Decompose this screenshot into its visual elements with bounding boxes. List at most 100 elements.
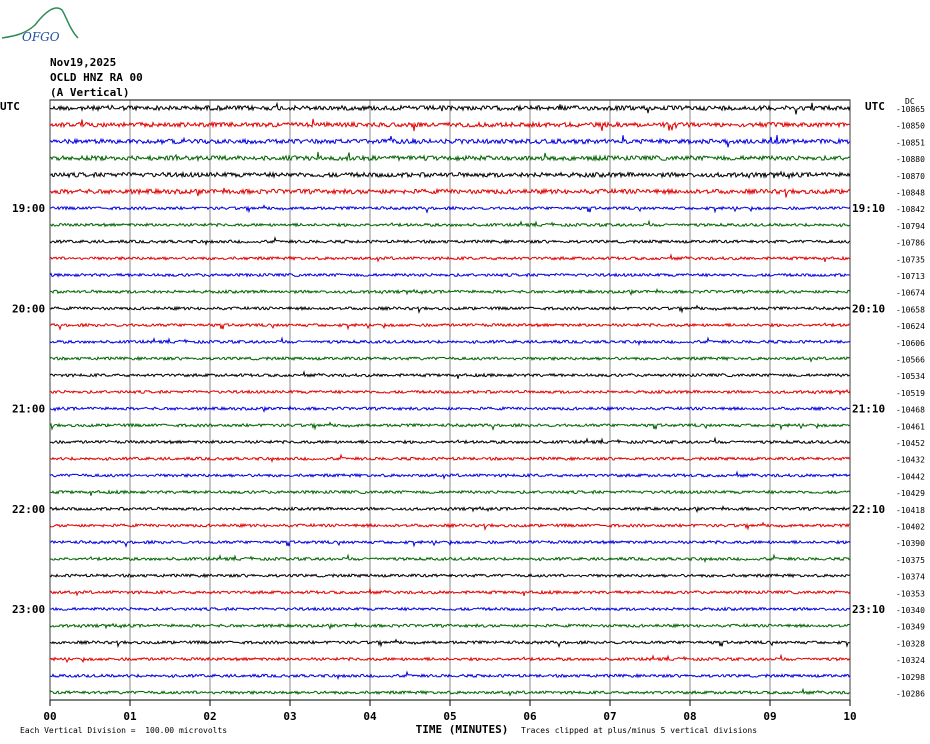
dc-offset-label: -10842 [896, 205, 925, 214]
dc-offset-label: -10850 [896, 122, 925, 131]
dc-offset-label: -10375 [896, 556, 925, 565]
dc-offset-label: -10349 [896, 623, 925, 632]
x-tick-label: 02 [203, 710, 216, 723]
trace-line [49, 539, 851, 548]
trace-line [49, 521, 850, 532]
dc-header-label: DC [905, 97, 915, 106]
seismic-traces [49, 101, 851, 697]
logo-text: OFGO [22, 30, 60, 44]
dc-offset-label: -10713 [896, 272, 925, 281]
dc-offset-label: -10432 [896, 456, 925, 465]
axis-labels: 00 01 02 03 04 05 06 07 08 09 10 TIME (MINUTES) -108… [0, 97, 925, 736]
x-tick-label: 00 [43, 710, 56, 723]
trace-line [49, 253, 851, 263]
trace-line [49, 388, 851, 396]
dc-offset-label: -10534 [896, 372, 925, 381]
trace-line [49, 638, 851, 649]
dc-offset-label: -10390 [896, 539, 925, 548]
trace-line [49, 135, 851, 148]
dc-offset-label: -10374 [896, 573, 925, 582]
ofgo-logo: OFGO [1, 7, 79, 44]
dc-offset-label: -10402 [896, 523, 925, 532]
dc-offset-label: -10735 [896, 255, 925, 264]
dc-offset-label: -10851 [896, 138, 925, 147]
dc-offset-label: -10786 [896, 239, 925, 248]
trace-line [49, 304, 851, 314]
trace-line [49, 470, 851, 480]
trace-line [49, 653, 851, 664]
dc-offset-label: -10566 [896, 356, 925, 365]
dc-offset-label: -10298 [896, 673, 925, 682]
plot-header: Nov19,2025 OCLD HNZ RA 00 (A Vertical) [50, 55, 143, 100]
trace-line [49, 336, 851, 347]
dc-offset-label: -10519 [896, 389, 925, 398]
dc-offset-label: -10328 [896, 639, 925, 648]
trace-line [49, 151, 851, 163]
dc-offset-label: -10353 [896, 589, 925, 598]
right-time-label: 22:10 [852, 503, 885, 516]
trace-line [49, 436, 851, 445]
trace-line [49, 687, 851, 697]
trace-line [50, 322, 851, 331]
trace-line [49, 505, 851, 514]
trace-line [49, 272, 851, 278]
trace-line [49, 170, 851, 180]
x-tick-label: 06 [523, 710, 537, 723]
dc-offset-label: -10865 [896, 105, 925, 114]
x-tick-label: 09 [763, 710, 776, 723]
trace-line [49, 553, 851, 564]
trace-line [49, 355, 851, 363]
trace-line [49, 587, 851, 597]
plot-date: Nov19,2025 [50, 56, 117, 69]
trace-line [49, 622, 851, 631]
trace-line [49, 670, 851, 681]
dc-offset-label: -10674 [896, 289, 925, 298]
left-time-label: 23:00 [12, 603, 45, 616]
x-tick-label: 07 [603, 710, 616, 723]
trace-line [49, 236, 851, 246]
dc-offset-label: -10794 [896, 222, 925, 231]
trace-line [49, 421, 851, 432]
dc-offset-label: -10870 [896, 172, 925, 181]
right-time-label: 21:10 [852, 403, 885, 416]
x-tick-label: 01 [123, 710, 137, 723]
clip-note: Traces clipped at plus/minus 5 vertical … [521, 726, 758, 735]
dc-offset-label: -10606 [896, 339, 925, 348]
trace-line [49, 187, 851, 198]
scale-note: Each Vertical Division = 100.00 microvol… [20, 726, 228, 735]
trace-line [49, 606, 851, 612]
left-time-label: 20:00 [12, 302, 45, 315]
x-tick-label: 05 [443, 710, 456, 723]
station-code: OCLD HNZ RA 00 [50, 71, 143, 84]
trace-line [49, 453, 851, 463]
component-label: (A Vertical) [50, 86, 130, 99]
trace-line [49, 101, 851, 115]
trace-line [49, 219, 851, 228]
x-tick-label: 10 [843, 710, 856, 723]
trace-line [49, 288, 851, 297]
dc-offset-label: -10429 [896, 489, 925, 498]
left-utc-label: UTC [0, 100, 20, 113]
dc-offset-label: -10452 [896, 439, 925, 448]
x-tick-label: 08 [683, 710, 696, 723]
trace-line [49, 404, 851, 413]
trace-line [49, 118, 851, 132]
dc-offset-label: -10324 [896, 656, 925, 665]
dc-offset-label: -10286 [896, 690, 925, 699]
dc-offset-label: -10340 [896, 606, 925, 615]
dc-offset-label: -10468 [896, 406, 925, 415]
trace-line [49, 204, 851, 214]
trace-line [49, 489, 851, 496]
dc-offset-label: -10880 [896, 155, 925, 164]
trace-line [49, 572, 851, 579]
right-time-label: 20:10 [852, 302, 885, 315]
x-tick-label: 03 [283, 710, 296, 723]
right-utc-label: UTC [865, 100, 885, 113]
dc-offset-label: -10461 [896, 422, 925, 431]
right-time-label: 19:10 [852, 202, 885, 215]
plot-grid [49, 99, 851, 706]
trace-line [49, 370, 850, 379]
left-time-label: 22:00 [12, 503, 45, 516]
x-axis-label: TIME (MINUTES) [416, 723, 509, 736]
